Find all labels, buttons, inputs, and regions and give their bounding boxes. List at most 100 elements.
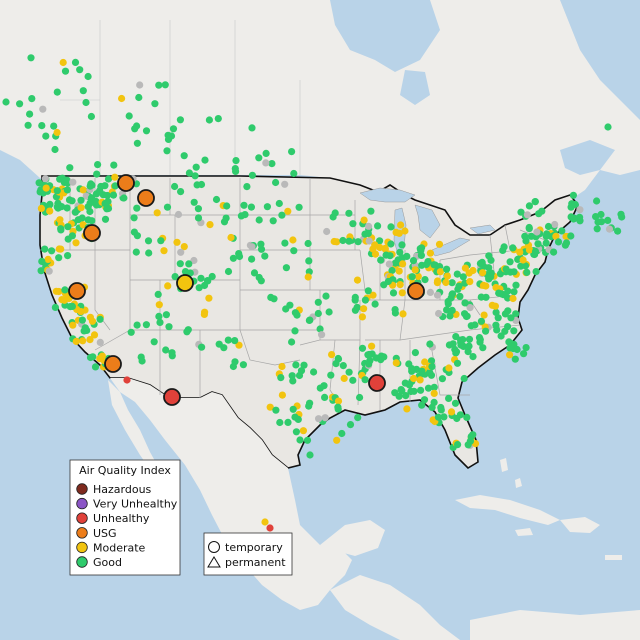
site-marker [37, 267, 45, 275]
site-marker [72, 239, 80, 247]
site-marker [399, 260, 407, 268]
site-marker [212, 195, 221, 204]
site-marker [169, 125, 178, 133]
site-marker [364, 229, 372, 237]
site-marker [223, 202, 231, 210]
site-marker [180, 243, 188, 251]
site-marker [66, 164, 74, 172]
site-marker [464, 441, 472, 449]
site-marker [576, 206, 584, 214]
site-marker [110, 161, 118, 169]
site-marker [104, 198, 112, 206]
site-marker [45, 267, 53, 275]
site-marker [507, 314, 515, 322]
site-marker [71, 208, 79, 216]
site-marker [334, 355, 343, 363]
site-marker [346, 421, 355, 429]
site-marker [289, 236, 297, 244]
site-marker [61, 67, 70, 75]
yucatan [320, 520, 385, 556]
site-marker [55, 254, 63, 262]
site-marker [101, 215, 110, 223]
site-marker [398, 289, 406, 297]
site-marker [64, 252, 72, 260]
site-marker [299, 427, 307, 435]
site-marker [429, 416, 437, 424]
site-marker [593, 197, 601, 205]
site-marker [349, 220, 357, 228]
site-marker [426, 288, 434, 296]
site-marker [360, 305, 368, 313]
site-marker [239, 361, 247, 369]
site-marker [567, 203, 575, 211]
site-marker [240, 201, 248, 209]
site-marker [201, 308, 209, 316]
temporary-monitor-marker [68, 282, 86, 300]
aqi-legend-box [69, 459, 181, 576]
legend-swatch-hazardous [76, 483, 88, 495]
legend-label-moderate: Moderate [93, 541, 146, 554]
site-marker [315, 415, 323, 423]
site-marker [544, 222, 553, 231]
aqi-legend: Air Quality Index Hazardous Very Unhealth… [69, 459, 181, 576]
site-marker [276, 418, 284, 427]
site-marker [293, 311, 301, 319]
site-marker [420, 396, 429, 404]
site-marker [551, 220, 559, 229]
site-marker [533, 228, 541, 236]
site-marker [499, 291, 507, 299]
site-marker [391, 306, 399, 314]
site-marker [261, 518, 269, 526]
site-marker [231, 358, 239, 366]
site-marker [157, 237, 165, 245]
site-marker [94, 161, 102, 169]
site-marker [427, 371, 436, 379]
site-marker [417, 247, 425, 255]
site-marker [198, 343, 206, 351]
site-marker [447, 408, 456, 416]
site-marker [41, 175, 50, 183]
site-marker [57, 245, 65, 253]
site-marker [50, 122, 58, 130]
site-marker [488, 301, 496, 309]
site-marker [255, 216, 263, 224]
site-marker [96, 338, 104, 346]
site-marker [358, 344, 367, 352]
site-marker [509, 244, 517, 252]
site-marker [354, 238, 362, 246]
site-marker [535, 210, 543, 218]
site-marker [438, 375, 446, 383]
site-marker [433, 277, 442, 285]
site-marker [426, 340, 434, 348]
site-marker [306, 316, 314, 324]
site-marker [183, 328, 191, 336]
site-marker [171, 182, 179, 191]
site-marker [449, 340, 457, 348]
site-marker [123, 376, 131, 384]
site-marker [476, 336, 484, 344]
site-marker [282, 264, 290, 272]
site-marker [469, 431, 477, 439]
site-marker [224, 336, 232, 344]
james-bay [400, 70, 430, 105]
site-marker [453, 270, 461, 278]
site-marker [443, 306, 451, 314]
site-marker [361, 376, 369, 384]
site-marker [133, 204, 141, 212]
site-marker [278, 362, 286, 371]
site-marker [60, 178, 68, 186]
site-marker [205, 116, 213, 124]
monitor-legend-box [203, 532, 293, 576]
site-marker [605, 225, 614, 233]
site-marker [522, 344, 530, 352]
site-marker [509, 344, 517, 353]
site-marker [356, 393, 364, 402]
site-marker [109, 191, 118, 199]
site-marker [448, 306, 456, 314]
temporary-monitor-marker [117, 174, 135, 192]
site-marker [485, 252, 493, 260]
site-marker [277, 374, 285, 382]
site-marker [570, 215, 578, 223]
site-marker [392, 359, 400, 367]
site-marker [72, 337, 80, 345]
